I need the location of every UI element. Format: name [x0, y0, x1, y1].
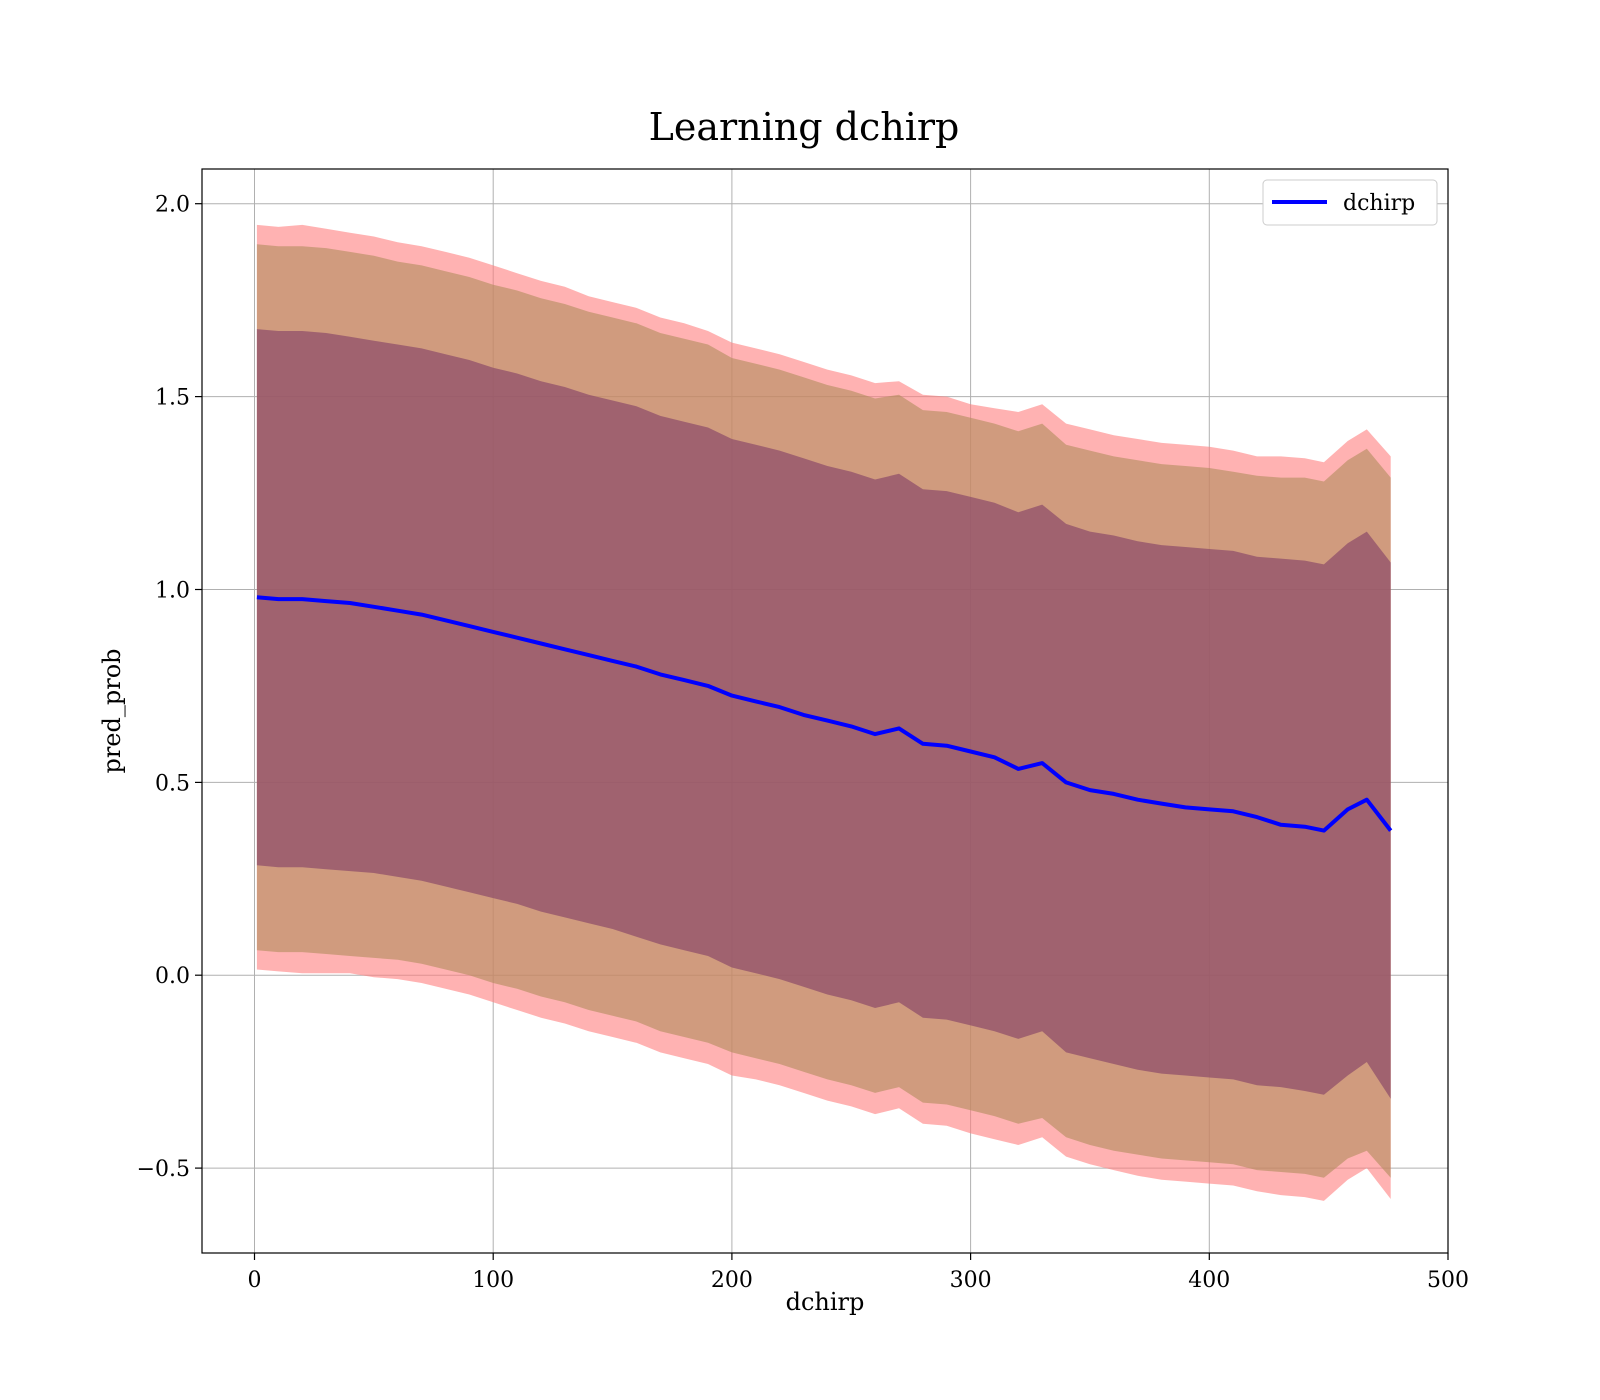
y-tick-label-3: 1.0: [155, 579, 190, 604]
confidence-bands: [256, 224, 1391, 1201]
chart-title: Learning dchirp: [649, 105, 960, 149]
x-tick-label-0: 0: [248, 1268, 262, 1293]
x-tick-label-2: 200: [711, 1268, 753, 1293]
y-axis-ticks: −0.5 0.0 0.5 1.0 1.5 2.0: [137, 193, 202, 1182]
series-lines: [256, 595, 1393, 833]
x-tick-label-4: 400: [1188, 1268, 1230, 1293]
x-axis-label: dchirp: [786, 1288, 865, 1316]
x-tick-label-5: 500: [1427, 1268, 1469, 1293]
legend-box: [1262, 179, 1438, 226]
y-tick-label-0: −0.5: [137, 1157, 190, 1182]
y-tick-label-1: 0.0: [155, 964, 190, 989]
y-tick-label-5: 2.0: [155, 193, 190, 218]
legend: dchirp: [1262, 179, 1438, 226]
legend-entry-dchirp: dchirp: [1343, 191, 1415, 216]
y-axis-label: pred_prob: [98, 648, 126, 773]
y-tick-label-2: 0.5: [155, 771, 190, 796]
x-axis-ticks: 0 100 200 300 400 500: [248, 1253, 1469, 1293]
band-inner: [256, 329, 1391, 1099]
series-line-dchirp: [256, 595, 1393, 833]
x-tick-label-3: 300: [950, 1268, 992, 1293]
y-tick-label-4: 1.5: [155, 386, 190, 411]
x-tick-label-1: 100: [472, 1268, 514, 1293]
plot-frame: [201, 168, 1449, 1254]
